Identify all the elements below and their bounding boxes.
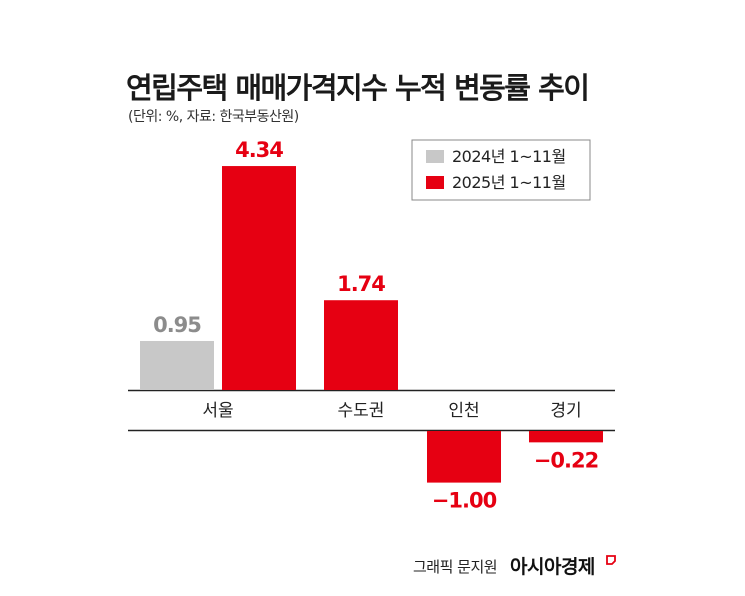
legend-swatch-2024 xyxy=(426,150,444,163)
bar-2024-서울 xyxy=(140,340,214,390)
bar-2025-서울 xyxy=(222,166,296,390)
bar-2025-수도권 xyxy=(324,300,398,390)
chart-subtitle: (단위: %, 자료: 한국부동산원) xyxy=(128,109,299,125)
bar-2025-인천 xyxy=(427,431,501,483)
data-label: 4.34 xyxy=(235,138,283,162)
bar-2025-경기 xyxy=(529,431,603,443)
publisher-logo: 아시아경제 xyxy=(510,556,595,578)
bars: 0.95 4.34 1.74 −1.00 −0.22 xyxy=(140,138,603,513)
data-label: −0.22 xyxy=(534,448,598,472)
logo-mark-icon xyxy=(606,555,616,565)
data-label: −1.00 xyxy=(432,489,497,513)
category-label: 서울 xyxy=(202,401,233,421)
data-label: 1.74 xyxy=(337,272,385,296)
category-label: 수도권 xyxy=(338,401,385,421)
legend-swatch-2025 xyxy=(426,176,444,189)
legend-label-2024: 2024년 1~11월 xyxy=(452,147,566,166)
category-label: 경기 xyxy=(550,401,581,421)
legend-label-2025: 2025년 1~11월 xyxy=(452,173,566,192)
category-label: 인천 xyxy=(448,401,479,421)
legend: 2024년 1~11월 2025년 1~11월 xyxy=(411,139,591,201)
graphic-credit: 그래픽 문지원 xyxy=(413,558,497,576)
chart-title: 연립주택 매매가격지수 누적 변동률 추이 xyxy=(126,71,588,105)
data-label: 0.95 xyxy=(153,313,201,337)
